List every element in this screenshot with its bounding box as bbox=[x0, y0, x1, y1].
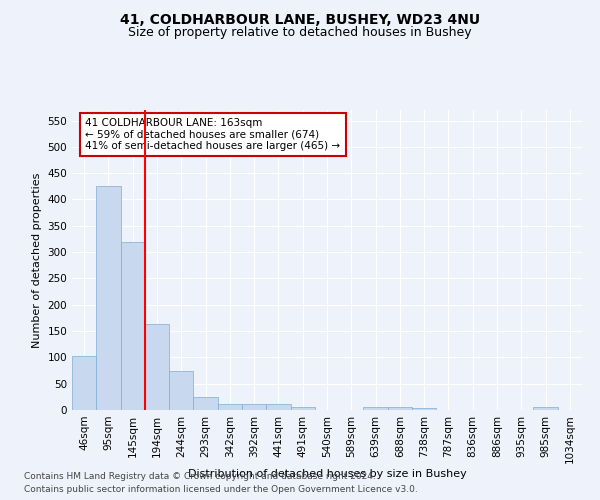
Text: Contains HM Land Registry data © Crown copyright and database right 2024.: Contains HM Land Registry data © Crown c… bbox=[24, 472, 376, 481]
X-axis label: Distribution of detached houses by size in Bushey: Distribution of detached houses by size … bbox=[188, 469, 466, 479]
Bar bbox=[364, 408, 388, 410]
Bar bbox=[266, 404, 290, 410]
Bar bbox=[96, 186, 121, 410]
Text: 41 COLDHARBOUR LANE: 163sqm
← 59% of detached houses are smaller (674)
41% of se: 41 COLDHARBOUR LANE: 163sqm ← 59% of det… bbox=[85, 118, 340, 151]
Bar bbox=[72, 356, 96, 410]
Bar bbox=[193, 397, 218, 410]
Bar bbox=[218, 404, 242, 410]
Bar bbox=[145, 324, 169, 410]
Bar bbox=[169, 370, 193, 410]
Bar bbox=[290, 408, 315, 410]
Bar bbox=[388, 408, 412, 410]
Text: Size of property relative to detached houses in Bushey: Size of property relative to detached ho… bbox=[128, 26, 472, 39]
Bar bbox=[533, 408, 558, 410]
Text: 41, COLDHARBOUR LANE, BUSHEY, WD23 4NU: 41, COLDHARBOUR LANE, BUSHEY, WD23 4NU bbox=[120, 12, 480, 26]
Bar bbox=[242, 404, 266, 410]
Y-axis label: Number of detached properties: Number of detached properties bbox=[32, 172, 42, 348]
Bar bbox=[121, 242, 145, 410]
Text: Contains public sector information licensed under the Open Government Licence v3: Contains public sector information licen… bbox=[24, 485, 418, 494]
Bar bbox=[412, 408, 436, 410]
